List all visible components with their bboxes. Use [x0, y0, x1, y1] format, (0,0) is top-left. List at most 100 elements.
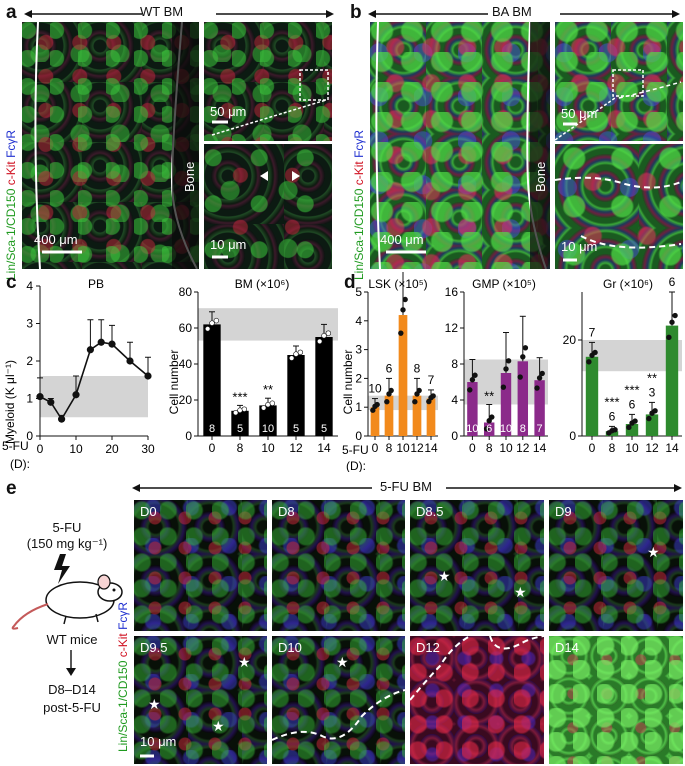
fu-tile-d8-5: D8.5 ★ ★ [410, 500, 544, 631]
bm-plot-dot [237, 407, 243, 413]
gmp-plot-dot [503, 366, 509, 372]
fu-bm-header-arrow [132, 481, 682, 495]
pb-ytick-label: 0 [26, 429, 33, 443]
bm-plot-dot [209, 320, 215, 326]
lsk-plot-n-label: 10 [368, 382, 382, 396]
gmp-plot-ytick-label: 12 [445, 321, 459, 335]
bm-plot-dot [260, 405, 267, 411]
tile-label-d12: D12 [416, 640, 440, 655]
star-icon: ★ [238, 654, 251, 670]
gmp-plot-n-label: 6 [486, 423, 492, 435]
pb-data-point [72, 391, 80, 399]
bm-plot-bar [315, 337, 333, 436]
gmp-plot-dot [520, 354, 526, 360]
bm-ylabel: Cell number [167, 350, 181, 415]
bm-plot-dot [213, 317, 220, 324]
gr-plot-bar [605, 431, 619, 436]
gr-plot-significance: ** [647, 370, 657, 385]
star-icon: ★ [212, 718, 225, 734]
lsk-plot-dot [402, 296, 408, 303]
pb-data-point [47, 398, 55, 406]
lsk-plot-xtick-label: 10 [396, 441, 410, 455]
lsk-plot-dot [384, 399, 390, 405]
bm-plot-xtick-label: 0 [209, 441, 216, 455]
ba-bm-inset-1: 50 μm [555, 22, 683, 141]
gr-plot-dot [632, 418, 638, 424]
lsk-plot-ytick-label: 1 [355, 400, 362, 414]
gmp-title: GMP (×10⁵) [472, 277, 536, 291]
gmp-plot-n-label: 7 [537, 423, 543, 435]
bm-plot-xtick-label: 12 [289, 441, 303, 455]
lsk-plot-ytick-label: 4 [355, 314, 362, 328]
bm-plot-dot [288, 355, 295, 361]
gmp-plot-dot [500, 384, 507, 390]
lsk-plot-n-label: 7 [428, 373, 435, 387]
pb-ytick-label: 4 [26, 279, 33, 293]
gr-plot-dot [626, 424, 632, 431]
gmp-plot-dot [539, 370, 545, 377]
gr-plot-reference-band [582, 340, 682, 372]
gr-plot-dot [652, 408, 658, 414]
bm-plot-bar [287, 355, 305, 436]
gr-plot-xtick-label: 14 [665, 441, 679, 455]
panel-a-stain-label: Lin/Sca-1/CD150 c-Kit FcγR [4, 129, 18, 280]
bm-plot-xtick-label: 8 [237, 441, 244, 455]
lsk-plot-dot [398, 330, 404, 336]
wt-bm-overview-image: 400 μm Bone [22, 22, 199, 269]
gmp-plot-dot [505, 358, 512, 364]
fu-tile-d14: D14 [549, 636, 683, 764]
pb-plot [36, 286, 152, 437]
lsk-title: LSK (×10⁵) [368, 277, 427, 291]
bm-plot-n-label: 5 [293, 423, 299, 435]
wt-scale-400: 400 μm [34, 232, 78, 247]
tile-label-d14: D14 [555, 640, 579, 655]
lsk-plot-ytick-label: 5 [355, 285, 362, 299]
bm-plot-ytick-label: 0 [185, 429, 192, 443]
tile-label-d10: D10 [278, 640, 302, 655]
d-row-label: 5-FU [342, 443, 369, 457]
pb-data-point [36, 393, 44, 401]
panel-label-e: e [6, 478, 17, 499]
tile-label-d0: D0 [140, 504, 157, 519]
lsk-plot-dot [400, 307, 406, 313]
gr-plot-dot [612, 427, 618, 433]
lsk-plot-dot [388, 387, 394, 394]
gmp-plot-n-label: 10 [500, 423, 512, 435]
fu-mice: WT mice [46, 632, 98, 647]
bm-plot-dot [316, 338, 323, 345]
gr-plot-dot [646, 415, 652, 422]
ba-bm-header: BA BM [492, 4, 532, 19]
lsk-plot-bar [398, 315, 408, 436]
gmp-plot-n-label: 10 [466, 423, 478, 435]
bm-plot-dot [232, 409, 239, 416]
down-arrow-icon [66, 650, 76, 676]
pb-ytick-label: 1 [26, 392, 33, 406]
star-icon: ★ [148, 696, 161, 712]
bm-plot-ytick-label: 60 [179, 321, 193, 335]
lsk-plot-dot [416, 387, 422, 394]
gr-title: Gr (×10⁶) [603, 277, 653, 291]
gr-plot-dot [666, 334, 672, 341]
tile-label-d9: D9 [555, 504, 572, 519]
wt-bm-inset-1: 50 μm [204, 22, 332, 141]
ba-scale-50: 50 μm [561, 106, 598, 121]
bm-plot-xtick-label: 14 [317, 441, 331, 455]
lsk-plot-ytick-label: 0 [355, 429, 362, 443]
pb-x-prefix: (D): [10, 457, 30, 471]
gmp-plot-xtick-label: 0 [469, 441, 476, 455]
bm-plot-ytick-label: 20 [179, 393, 193, 407]
lsk-plot-dot [374, 401, 380, 408]
pb-data-point [108, 340, 116, 348]
bm-plot-significance: *** [232, 389, 247, 404]
fu-drug: 5-FU [52, 520, 82, 535]
gr-plot-dot [586, 359, 592, 365]
gmp-plot-dot [483, 426, 490, 432]
gmp-plot-dot [534, 385, 540, 391]
ba-bm-overview-image: 400 μm Bone [370, 22, 550, 269]
gmp-plot-dot [469, 377, 476, 383]
ba-scale-10: 10 μm [561, 239, 598, 254]
tile-label-d8: D8 [278, 504, 295, 519]
star-icon: ★ [438, 568, 451, 584]
gmp-plot-n-label: 8 [520, 423, 526, 435]
